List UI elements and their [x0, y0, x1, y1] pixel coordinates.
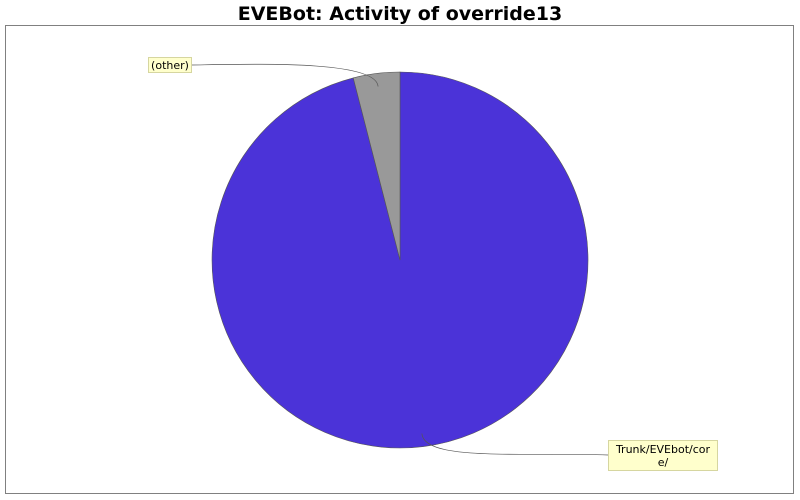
- pie-slice-other: [352, 71, 401, 261]
- slice-label-trunk-evebot-core: Trunk/EVEbot/core/: [608, 440, 718, 471]
- leader-line-trunk-evebot-core: [421, 433, 609, 456]
- slice-label-other: (other): [148, 57, 192, 73]
- leader-line-other: [191, 63, 379, 87]
- chart-title: EVEBot: Activity of override13: [237, 3, 563, 25]
